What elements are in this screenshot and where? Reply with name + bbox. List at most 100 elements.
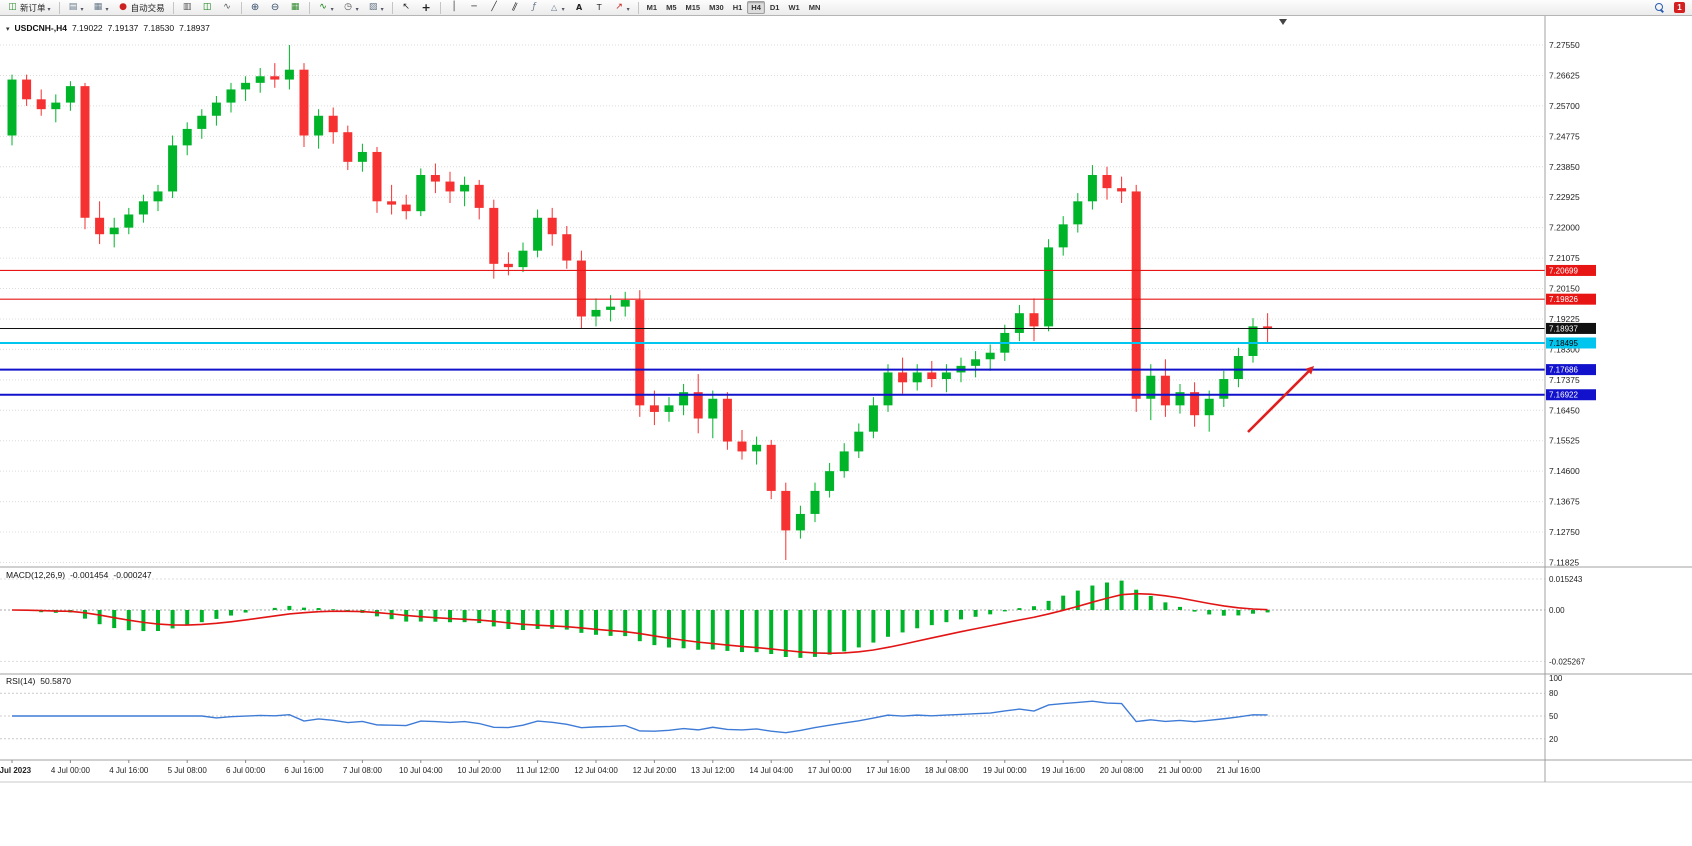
candle-body: [1131, 191, 1141, 399]
equidistant-channel-button[interactable]: [505, 1, 524, 15]
time-axis-label: 4 Jul 00:00: [51, 766, 91, 775]
chart-shift-marker[interactable]: [1279, 19, 1287, 25]
candle-body: [241, 82, 251, 90]
cursor-button[interactable]: [397, 1, 416, 15]
candle-body: [839, 451, 849, 472]
candle-body: [547, 217, 557, 235]
candle-body: [1233, 355, 1243, 380]
arrows-button[interactable]: [610, 1, 634, 15]
candle-body: [1146, 375, 1156, 399]
price-axis-label: 7.18300: [1549, 344, 1580, 354]
candle-body: [182, 128, 192, 146]
time-axis[interactable]: [0, 760, 1692, 782]
candle-body: [168, 145, 178, 192]
chart-background: [0, 16, 1692, 782]
candle-body: [1102, 174, 1112, 189]
candle-body: [737, 441, 747, 452]
macd-axis-label: -0.025267: [1549, 657, 1586, 666]
timeframe-h4-button[interactable]: H4: [747, 1, 765, 14]
timeframe-m15-button[interactable]: M15: [682, 1, 705, 14]
price-badge-label: 7.17686: [1549, 366, 1578, 375]
candle-body: [1044, 247, 1054, 327]
time-axis-label: 21 Jul 16:00: [1217, 766, 1261, 775]
toolbar-separator: [172, 1, 174, 14]
candle-body: [270, 76, 280, 80]
candle-body: [1263, 326, 1273, 329]
symbol-menu-icon[interactable]: [6, 23, 10, 33]
timeframe-mn-button[interactable]: MN: [805, 1, 825, 14]
candle-body: [927, 372, 937, 380]
bar-chart-button[interactable]: [178, 1, 197, 15]
price-axis-label: 7.22000: [1549, 223, 1580, 233]
timeframe-m5-button[interactable]: M5: [662, 1, 680, 14]
trendline-button[interactable]: [485, 1, 504, 15]
candle-body: [606, 306, 616, 310]
new-chart-icon: [68, 2, 79, 13]
crosshair-icon: [421, 2, 432, 13]
trend-arrow-head: [1305, 366, 1314, 375]
crosshair-button[interactable]: [417, 1, 436, 15]
new-order-button[interactable]: 新订单: [3, 1, 55, 15]
horizontal-line-button[interactable]: [465, 1, 484, 15]
fibo-icon: [529, 2, 540, 13]
candle-body: [197, 115, 207, 129]
candle-body: [7, 79, 17, 136]
line-chart-button[interactable]: [218, 1, 237, 15]
candle-body: [1248, 326, 1258, 356]
candlestick-chart-button[interactable]: [198, 1, 217, 15]
zoom-in-button[interactable]: [246, 1, 265, 15]
candle-body: [109, 227, 119, 235]
price-axis-label: 7.27550: [1549, 40, 1580, 50]
time-axis-label: 12 Jul 20:00: [633, 766, 677, 775]
candle-body: [416, 174, 426, 212]
candle-body: [766, 444, 776, 491]
candle-body: [124, 214, 134, 228]
periods-button[interactable]: [339, 1, 363, 15]
candle-body: [1117, 188, 1127, 192]
time-axis-label: 4 Jul 16:00: [109, 766, 149, 775]
macd-histogram: [24, 580, 1270, 658]
alerts-badge[interactable]: 1: [1674, 2, 1685, 13]
price-badge-label: 7.16922: [1549, 391, 1578, 400]
timeframe-h1-button[interactable]: H1: [729, 1, 747, 14]
ohlc-low: 7.18530: [143, 23, 175, 33]
macd-signal-line: [11, 592, 1268, 655]
time-axis-label: 20 Jul 08:00: [1100, 766, 1144, 775]
candle-body: [722, 398, 732, 442]
timeframe-w1-button[interactable]: W1: [784, 1, 803, 14]
new-chart-button[interactable]: [64, 1, 88, 15]
indicators-button[interactable]: [314, 1, 338, 15]
timeframe-d1-button[interactable]: D1: [766, 1, 784, 14]
symbol-ohlc-header: USDCNH-,H4 7.19022 7.19137 7.18530 7.189…: [6, 23, 210, 33]
chart-profiles-button[interactable]: [89, 1, 113, 15]
candle-body: [664, 405, 674, 412]
zoom-out-button[interactable]: [266, 1, 285, 15]
autotrading-button[interactable]: 自动交易: [114, 1, 169, 15]
rsi-value: 50.5870: [40, 676, 72, 686]
timeframe-m30-button[interactable]: M30: [705, 1, 728, 14]
candle-body: [211, 102, 221, 116]
text-button[interactable]: [570, 1, 589, 15]
macd-signal-value: -0.000247: [113, 570, 152, 580]
price-badge-support-blue-1: [1546, 364, 1596, 376]
tile-windows-button[interactable]: [286, 1, 305, 15]
candle-body: [401, 204, 411, 212]
shapes-button[interactable]: [545, 1, 569, 15]
timeframe-m1-button[interactable]: M1: [643, 1, 661, 14]
vertical-line-button[interactable]: [445, 1, 464, 15]
price-axis[interactable]: [1545, 16, 1692, 760]
dropdown-caret-icon: [627, 3, 630, 13]
zoom-out-icon: [270, 2, 281, 13]
trend-arrow-annotation[interactable]: [1247, 370, 1310, 433]
fibonacci-button[interactable]: [525, 1, 544, 15]
candle-body: [138, 201, 148, 215]
search-button[interactable]: [1651, 1, 1669, 15]
templates-button[interactable]: [364, 1, 388, 15]
text-label-button[interactable]: [590, 1, 609, 15]
candle-body: [226, 89, 236, 103]
candle-body: [1029, 313, 1039, 327]
candle-body: [781, 490, 791, 531]
candle-body: [752, 444, 762, 452]
time-axis-label: 3 Jul 2023: [0, 766, 32, 775]
